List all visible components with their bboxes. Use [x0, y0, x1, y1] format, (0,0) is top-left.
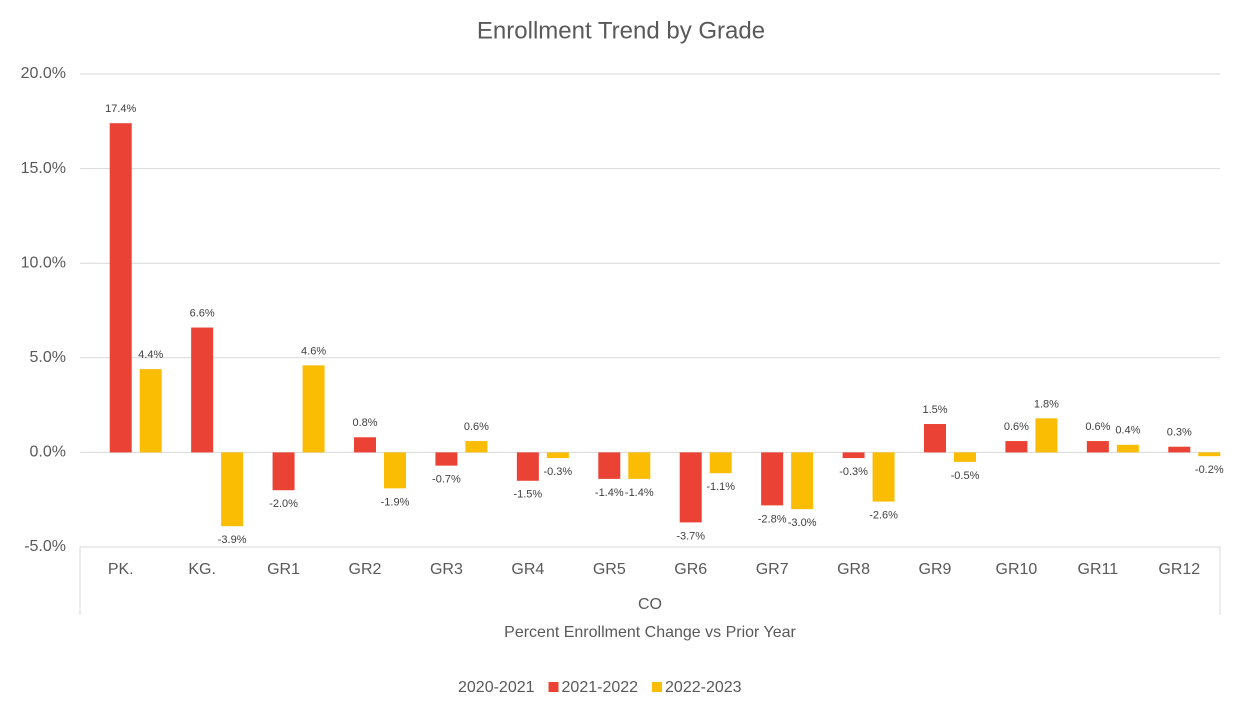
bar: [302, 365, 325, 453]
y-tick-label: 5.0%: [30, 349, 66, 366]
x-tick-label: GR10: [996, 561, 1038, 578]
value-label: -0.5%: [951, 470, 980, 482]
bar: [628, 452, 651, 479]
group-label: CO: [638, 596, 662, 613]
y-tick-label: 0.0%: [30, 444, 66, 461]
value-label: -1.1%: [706, 481, 735, 493]
bar: [272, 452, 295, 491]
bar: [1116, 444, 1139, 453]
value-label: -2.6%: [869, 509, 898, 521]
y-tick-label: 10.0%: [21, 254, 66, 271]
value-label: 0.6%: [464, 421, 489, 433]
value-label: -3.7%: [676, 530, 705, 542]
bar: [954, 452, 976, 462]
x-axis-title: Percent Enrollment Change vs Prior Year: [504, 624, 796, 641]
bar: [791, 452, 814, 510]
legend-swatch: [548, 682, 559, 692]
bar: [1168, 446, 1191, 453]
bar: [761, 452, 784, 506]
x-tick-label: GR5: [593, 561, 626, 578]
value-label: -2.8%: [758, 513, 787, 525]
bar: [191, 327, 214, 453]
bar: [1035, 418, 1058, 453]
x-tick-label: KG.: [188, 561, 216, 578]
value-label: 0.8%: [352, 417, 377, 429]
value-label: -3.9%: [218, 534, 247, 546]
value-label: -3.0%: [788, 517, 817, 529]
bar: [842, 452, 865, 459]
value-label: 4.4%: [138, 349, 163, 361]
value-label: -1.4%: [595, 487, 624, 499]
bar: [1086, 441, 1109, 453]
value-label: -0.7%: [432, 474, 461, 486]
x-tick-label: GR1: [267, 561, 300, 578]
bar: [354, 437, 376, 453]
value-label: 1.8%: [1034, 398, 1059, 410]
value-label: 6.6%: [190, 307, 215, 319]
bar: [872, 452, 895, 502]
value-label: -0.2%: [1195, 464, 1224, 476]
bar: [109, 123, 132, 453]
bar: [598, 452, 621, 479]
y-tick-label: -5.0%: [24, 538, 66, 555]
bar: [435, 452, 458, 466]
value-label: 17.4%: [105, 103, 136, 115]
bar: [384, 452, 406, 489]
bar: [516, 452, 539, 481]
value-label: 0.4%: [1115, 425, 1140, 437]
x-tick-label: GR12: [1158, 561, 1200, 578]
legend-label: 2022-2023: [665, 679, 742, 696]
x-tick-label: GR8: [837, 561, 870, 578]
legend-label: 2020-2021: [458, 679, 535, 696]
value-label: 4.6%: [301, 345, 326, 357]
x-tick-label: GR7: [756, 561, 789, 578]
value-label: -1.5%: [513, 489, 542, 501]
bar: [924, 424, 946, 453]
bar: [465, 441, 488, 453]
value-label: 0.6%: [1085, 421, 1110, 433]
x-tick-label: GR11: [1078, 561, 1119, 578]
y-tick-label: 15.0%: [21, 160, 66, 177]
value-label: 0.6%: [1004, 421, 1029, 433]
value-label: 1.5%: [922, 404, 947, 416]
x-tick-label: GR6: [674, 561, 707, 578]
legend-swatch: [652, 682, 663, 692]
chart-title: Enrollment Trend by Grade: [477, 17, 765, 44]
value-label: -2.0%: [269, 498, 298, 510]
bar: [546, 452, 569, 459]
x-tick-label: PK.: [108, 561, 134, 578]
value-label: -0.3%: [839, 466, 868, 478]
value-label: -1.9%: [381, 496, 410, 508]
value-label: 0.3%: [1167, 427, 1192, 439]
bar: [709, 452, 732, 474]
bar: [1198, 452, 1221, 457]
x-tick-label: GR4: [511, 561, 544, 578]
value-label: -1.4%: [625, 487, 654, 499]
x-tick-label: GR9: [919, 561, 952, 578]
bar: [679, 452, 702, 523]
x-tick-label: GR2: [349, 561, 382, 578]
y-tick-label: 20.0%: [21, 65, 66, 82]
bar: [1005, 441, 1028, 453]
x-tick-label: GR3: [430, 561, 463, 578]
bar: [139, 369, 162, 453]
bar: [221, 452, 244, 527]
legend-label: 2021-2022: [562, 679, 639, 696]
value-label: -0.3%: [543, 466, 572, 478]
